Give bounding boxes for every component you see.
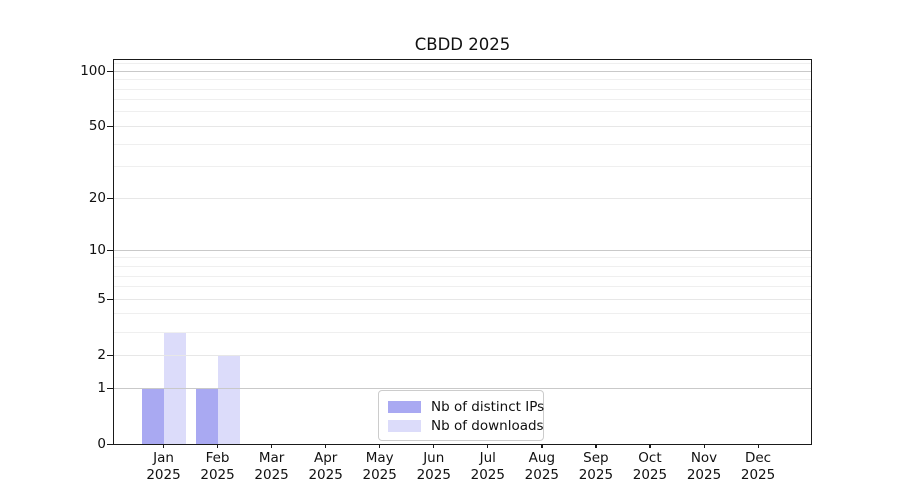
year-label: 2025 <box>524 466 560 483</box>
month-label: Dec <box>744 450 772 466</box>
month-label: May <box>365 450 394 466</box>
x-tick-mark <box>541 444 543 448</box>
y-tick-mark <box>107 70 113 72</box>
y-tick-mark <box>107 354 113 356</box>
minor-gridline <box>114 286 811 288</box>
y-tick-mark <box>107 197 113 199</box>
year-label: 2025 <box>740 466 776 483</box>
y-tick-mark <box>107 387 113 389</box>
minor-gridline <box>114 166 811 168</box>
y-tick-mark <box>107 125 113 128</box>
year-label: 2025 <box>146 466 181 483</box>
month-label: Mar <box>258 450 285 466</box>
x-tick-mark <box>487 444 489 448</box>
x-tick-label-aug: Aug 2025 <box>512 450 572 483</box>
y-tick-label-50: 50 <box>88 118 106 135</box>
legend-swatch-icon <box>388 419 421 432</box>
x-tick-label-dec: Dec 2025 <box>728 450 788 483</box>
year-label: 2025 <box>362 466 397 483</box>
x-tick-mark <box>703 444 705 448</box>
x-tick-mark <box>649 444 651 448</box>
minor-gridline <box>114 99 811 101</box>
x-tick-mark <box>433 444 435 448</box>
bar-nb-of-downloads-feb <box>217 355 240 444</box>
bar-nb-of-distinct-ips-feb <box>195 388 218 444</box>
y-tick-label-0: 0 <box>97 436 106 452</box>
legend-label: Nb of distinct IPs <box>431 398 545 415</box>
year-label: 2025 <box>416 466 451 483</box>
month-label: Feb <box>205 450 230 466</box>
legend-label: Nb of downloads <box>431 417 544 434</box>
major-gridline <box>114 249 811 251</box>
month-label: Jul <box>479 450 496 466</box>
year-label: 2025 <box>254 466 289 483</box>
x-tick-label-mar: Mar 2025 <box>242 450 302 483</box>
legend-swatch-icon <box>388 400 421 413</box>
month-label: Jan <box>153 450 174 466</box>
minor-gridline <box>114 266 811 267</box>
legend-item-nb-of-downloads: Nb of downloads <box>388 416 544 435</box>
month-label: Apr <box>313 450 338 466</box>
major-gridline <box>114 298 811 300</box>
y-tick-label-1: 1 <box>97 380 106 396</box>
year-label: 2025 <box>308 466 343 483</box>
x-tick-label-apr: Apr 2025 <box>296 450 356 483</box>
major-gridline <box>114 70 811 72</box>
bar-nb-of-distinct-ips-jan <box>141 388 164 444</box>
month-label: Sep <box>583 450 609 466</box>
x-tick-label-may: May 2025 <box>350 450 410 483</box>
minor-gridline <box>114 143 811 145</box>
x-tick-mark <box>595 444 597 448</box>
legend: Nb of distinct IPs Nb of downloads <box>378 390 544 441</box>
minor-gridline <box>114 331 811 333</box>
y-tick-label-5: 5 <box>97 291 106 308</box>
x-tick-mark <box>757 444 759 448</box>
major-gridline <box>114 387 811 389</box>
bars-layer <box>114 60 811 444</box>
month-label: Aug <box>528 450 556 466</box>
major-gridline <box>114 354 811 356</box>
gridlines-layer <box>114 60 811 444</box>
y-tick-label-2: 2 <box>97 347 106 364</box>
x-tick-label-oct: Oct 2025 <box>620 450 680 483</box>
year-label: 2025 <box>686 466 722 483</box>
year-label: 2025 <box>632 466 668 483</box>
minor-gridline <box>114 111 811 113</box>
chart-title: CBDD 2025 <box>414 35 511 54</box>
minor-gridline <box>114 257 811 259</box>
x-tick-mark <box>217 444 219 448</box>
year-label: 2025 <box>470 466 505 483</box>
x-tick-mark <box>325 444 327 448</box>
y-tick-mark <box>107 443 113 445</box>
x-tick-mark <box>163 444 165 448</box>
legend-item-nb-of-distinct-ips: Nb of distinct IPs <box>388 397 544 416</box>
minor-gridline <box>114 63 811 65</box>
year-label: 2025 <box>578 466 614 483</box>
minor-gridline <box>114 88 811 90</box>
month-label: Nov <box>690 450 718 466</box>
minor-gridline <box>114 275 811 277</box>
minor-gridline <box>114 79 811 81</box>
x-tick-label-jan: Jan 2025 <box>134 450 194 483</box>
major-gridline <box>114 125 811 127</box>
y-tick-label-20: 20 <box>88 190 106 207</box>
x-tick-label-feb: Feb 2025 <box>188 450 248 483</box>
x-tick-label-sep: Sep 2025 <box>566 450 626 483</box>
x-tick-label-jul: Jul 2025 <box>458 450 518 483</box>
month-label: Jun <box>423 450 445 466</box>
year-label: 2025 <box>200 466 235 483</box>
y-tick-label-100: 100 <box>80 63 106 80</box>
major-gridline <box>114 197 811 199</box>
x-tick-mark <box>271 444 273 448</box>
x-tick-mark <box>379 444 381 448</box>
x-tick-label-nov: Nov 2025 <box>674 450 734 483</box>
y-tick-mark <box>107 249 113 251</box>
x-tick-label-jun: Jun 2025 <box>404 450 464 483</box>
plot-area: Nb of distinct IPs Nb of downloads <box>113 59 812 445</box>
month-label: Oct <box>638 450 662 466</box>
y-tick-mark <box>107 298 113 300</box>
minor-gridline <box>114 313 811 315</box>
y-tick-label-10: 10 <box>88 242 106 259</box>
